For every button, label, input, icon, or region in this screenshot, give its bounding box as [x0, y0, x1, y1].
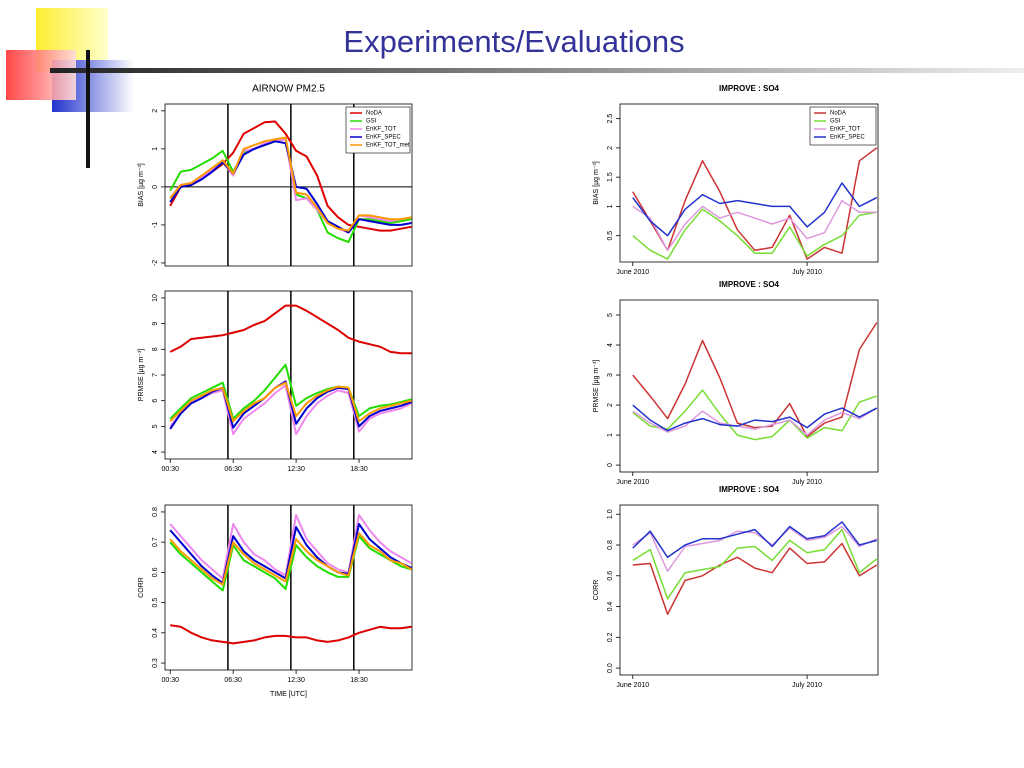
data-line — [632, 525, 878, 572]
x-tick-label: June 2010 — [616, 479, 649, 486]
y-tick-label: 2 — [607, 403, 614, 407]
y-tick-label: 0 — [152, 185, 159, 189]
y-tick-label: 0.5 — [152, 598, 159, 608]
x-tick-label: July 2010 — [792, 479, 822, 486]
x-tick-label: 06:30 — [224, 466, 242, 473]
y-tick-label: 2 — [607, 146, 614, 150]
legend-label: EnKF_SPEC — [366, 135, 401, 141]
chart-title: IMPROVE : SO4 — [719, 280, 780, 289]
y-tick-label: 8 — [152, 347, 159, 351]
data-line — [169, 136, 412, 232]
y-tick-label: 10 — [152, 294, 159, 302]
data-line — [632, 407, 878, 436]
legend-label: NoDA — [366, 111, 382, 117]
data-line — [169, 304, 412, 355]
x-tick-label: June 2010 — [616, 682, 649, 689]
y-tick-label: 4 — [607, 343, 614, 347]
y-tick-label: 4 — [152, 450, 159, 454]
y-tick-label: 2 — [152, 109, 159, 113]
legend-label: NoDA — [830, 111, 846, 117]
data-line — [632, 404, 878, 432]
y-tick-label: 1 — [607, 433, 614, 437]
plot-frame — [619, 103, 879, 263]
y-tick-label: 2.5 — [607, 114, 614, 124]
data-line — [169, 381, 412, 423]
y-tick-label: 5 — [152, 424, 159, 428]
data-line — [632, 528, 878, 600]
y-tick-label: 0.4 — [152, 628, 159, 638]
y-tick-label: 0.8 — [607, 540, 614, 550]
y-axis-label: CORR — [593, 580, 600, 601]
data-line — [170, 624, 412, 645]
y-axis-label: BIAS [µg m⁻³] — [593, 161, 600, 205]
data-line — [169, 532, 413, 586]
y-tick-label: 0.5 — [607, 231, 614, 241]
legend-label: GSI — [830, 119, 841, 125]
data-line — [169, 523, 412, 584]
y-tick-label: 0.6 — [607, 571, 614, 581]
slide-decoration — [6, 8, 1024, 168]
y-tick-label: 1.0 — [607, 509, 614, 519]
y-axis-label: PRMSE [µg m⁻³] — [138, 349, 145, 402]
y-tick-label: -1 — [152, 222, 159, 228]
y-tick-label: 7 — [152, 373, 159, 377]
legend-label: EnKF_SPEC — [830, 135, 865, 141]
x-tick-label: 12:30 — [287, 677, 305, 684]
y-tick-label: 1.5 — [607, 172, 614, 182]
data-line — [632, 208, 877, 260]
x-tick-label: July 2010 — [792, 269, 822, 276]
plot-frame — [619, 299, 879, 473]
y-tick-label: 0.7 — [152, 537, 159, 547]
data-line — [169, 363, 412, 420]
plot-frame — [164, 504, 413, 671]
data-line — [632, 182, 878, 237]
y-tick-label: 0.2 — [607, 632, 614, 642]
y-tick-label: 1 — [152, 147, 159, 151]
y-tick-label: 0.6 — [152, 567, 159, 577]
x-tick-label: 18:30 — [350, 677, 368, 684]
legend-label: GSI — [366, 119, 377, 125]
legend-label: EnKF_TOT — [366, 127, 397, 133]
y-tick-label: 0.0 — [607, 663, 614, 673]
x-tick-label: 00:30 — [161, 466, 179, 473]
x-tick-label: 12:30 — [287, 466, 305, 473]
data-line — [632, 542, 878, 615]
y-tick-label: 5 — [607, 313, 614, 317]
data-line — [632, 521, 877, 559]
plot-frame — [619, 504, 879, 676]
x-tick-label: 18:30 — [350, 466, 368, 473]
y-axis-label: CORR — [138, 577, 145, 598]
data-line — [169, 514, 412, 580]
x-tick-label: June 2010 — [616, 269, 649, 276]
data-line — [632, 199, 877, 252]
y-tick-label: 0.4 — [607, 602, 614, 612]
y-axis-label: PRMSE [µg m⁻³] — [593, 360, 600, 413]
y-tick-label: 0.8 — [152, 507, 159, 517]
data-line — [632, 389, 878, 441]
y-tick-label: 3 — [607, 373, 614, 377]
data-line — [632, 147, 878, 260]
y-tick-label: 0.3 — [152, 658, 159, 668]
y-tick-label: 6 — [152, 399, 159, 403]
slide-title: Experiments/Evaluations — [343, 24, 684, 59]
data-line — [632, 322, 878, 438]
chart-title: IMPROVE : SO4 — [719, 84, 780, 93]
y-tick-label: -2 — [152, 260, 159, 266]
data-line — [169, 535, 412, 592]
y-tick-label: 1 — [607, 204, 614, 208]
y-axis-label: BIAS [µg m⁻³] — [138, 163, 145, 207]
chart-title: AIRNOW PM2.5 — [252, 84, 325, 95]
legend-label: EnKF_TOT — [830, 127, 861, 133]
plot-frame — [164, 103, 413, 267]
legend-label: EnKF_TOT_met — [366, 143, 410, 149]
chart-title: IMPROVE : SO4 — [719, 485, 780, 494]
x-tick-label: July 2010 — [792, 682, 822, 689]
x-tick-label: 06:30 — [224, 677, 242, 684]
y-tick-label: 0 — [607, 463, 614, 467]
y-tick-label: 9 — [152, 322, 159, 326]
x-axis-label: TIME [UTC] — [270, 691, 307, 698]
x-tick-label: 00:30 — [161, 677, 179, 684]
